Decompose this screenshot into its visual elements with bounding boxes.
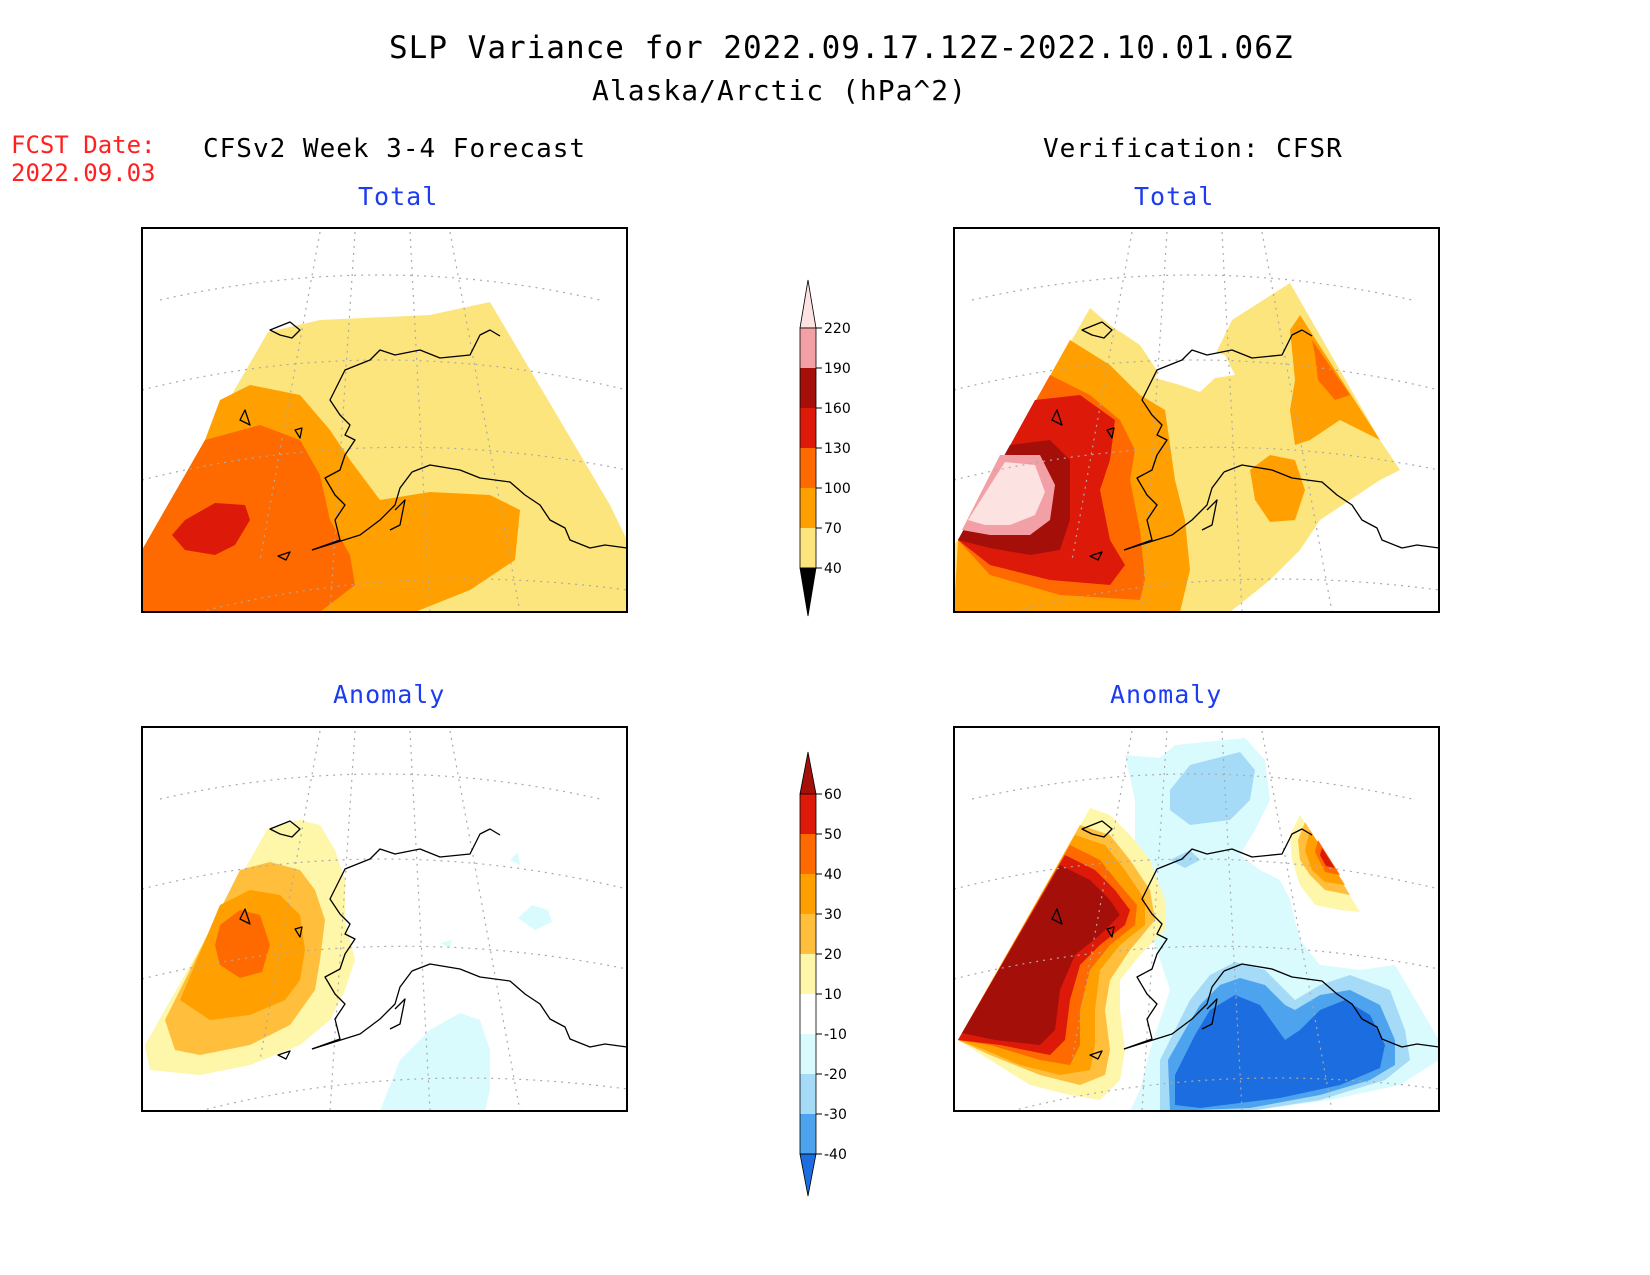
colorbar-tick-label: -40 [824, 1147, 847, 1163]
forecast-anomaly-title: Anomaly [333, 680, 446, 709]
verification-column-header: Verification: CFSR [1043, 134, 1343, 164]
anomaly-fill-neg10-neg20 [510, 852, 520, 865]
forecast-total-title: Total [358, 182, 439, 211]
graticule [142, 231, 627, 612]
colorbar-tick-label: 220 [824, 321, 851, 337]
variance-fill-70-100 [1250, 455, 1305, 522]
colorbar-tick-label: 160 [824, 401, 851, 417]
colorbar-tick-label: 40 [824, 561, 842, 577]
map-frame [953, 726, 1440, 1112]
anomaly-fill-above-60 [962, 865, 1120, 1045]
colorbar-tick-label: 20 [824, 947, 842, 963]
colorbar-tick-label: 190 [824, 361, 851, 377]
colorbar-swatch [800, 408, 816, 448]
verification-total-title: Total [1134, 182, 1215, 211]
anomaly-fill-neg10-neg20 [440, 940, 452, 948]
map-title: SLP Variance for 2022.09.17.12Z-2022.10.… [389, 30, 1294, 66]
fcst-date-label: FCST Date: [11, 131, 156, 159]
anomaly-fill-neg20-neg30 [1170, 752, 1255, 825]
map-subtitle: Alaska/Arctic (hPa^2) [592, 74, 968, 107]
coastline [1051, 820, 1439, 1060]
colorbar-swatch [800, 874, 816, 914]
variance-fill-100-130 [1312, 340, 1350, 400]
colorbar-swatch [800, 954, 816, 994]
graticule [954, 730, 1439, 1111]
colorbar-swatch [800, 488, 816, 528]
colorbar-cap-top [799, 751, 817, 795]
map-frame [141, 227, 628, 613]
variance-below-40 [1155, 350, 1235, 392]
coastline [239, 820, 627, 1060]
colorbar-cap-bottom [799, 1153, 817, 1197]
forecast-column-header: CFSv2 Week 3-4 Forecast [203, 134, 587, 164]
map-frame [141, 726, 628, 1112]
variance-fill-above-220 [968, 462, 1045, 525]
colorbar-cap-bottom [799, 567, 817, 617]
fcst-date-value: 2022.09.03 [11, 159, 156, 187]
verification-anomaly-title: Anomaly [1110, 680, 1223, 709]
colorbar-tick-label: 130 [824, 441, 851, 457]
colorbar-tick-label: 10 [824, 987, 842, 1003]
map-frame [953, 227, 1440, 613]
colorbar-tick-label: -20 [824, 1067, 847, 1083]
colorbar-tick-label: 40 [824, 867, 842, 883]
colorbar-tick-label: 100 [824, 481, 851, 497]
coastline [1051, 321, 1439, 561]
colorbar-swatch [800, 1034, 816, 1074]
graticule [954, 231, 1439, 612]
colorbar-swatch [800, 1114, 816, 1154]
colorbar-tick-label: 60 [824, 787, 842, 803]
anomaly-fill-40-50 [215, 910, 270, 978]
colorbar-swatch [800, 528, 816, 568]
coastline [239, 321, 627, 561]
anomaly-fill-neg10-neg20 [380, 1013, 490, 1111]
anomaly-fill-50-60 [1320, 848, 1335, 868]
colorbar-swatch [800, 914, 816, 954]
total-colorbar: 220 190 160 130 100 70 40 [799, 279, 851, 617]
anomaly-colorbar: 60 50 40 30 20 10 -10 -20 -30 -40 [799, 751, 847, 1197]
colorbar-tick-label: -10 [824, 1027, 847, 1043]
colorbar-tick-label: 70 [824, 521, 842, 537]
colorbar-tick-label: -30 [824, 1107, 847, 1123]
anomaly-fill-neg20-neg30 [1170, 850, 1200, 868]
variance-fill-130-160 [172, 503, 250, 555]
colorbar-swatch [800, 448, 816, 488]
colorbar-outline [799, 793, 817, 1155]
anomaly-fill-neg10-neg20 [518, 905, 552, 930]
graticule [142, 730, 627, 1111]
colorbar-swatch [800, 328, 816, 368]
colorbar-swatch [800, 794, 816, 834]
colorbar-swatch [800, 1074, 816, 1114]
colorbar-swatch [800, 368, 816, 408]
colorbar-swatch [800, 994, 816, 1034]
colorbar-swatch [800, 834, 816, 874]
colorbar-tick-label: 30 [824, 907, 842, 923]
colorbar-tick-label: 50 [824, 827, 842, 843]
colorbar-cap-top [799, 279, 817, 329]
